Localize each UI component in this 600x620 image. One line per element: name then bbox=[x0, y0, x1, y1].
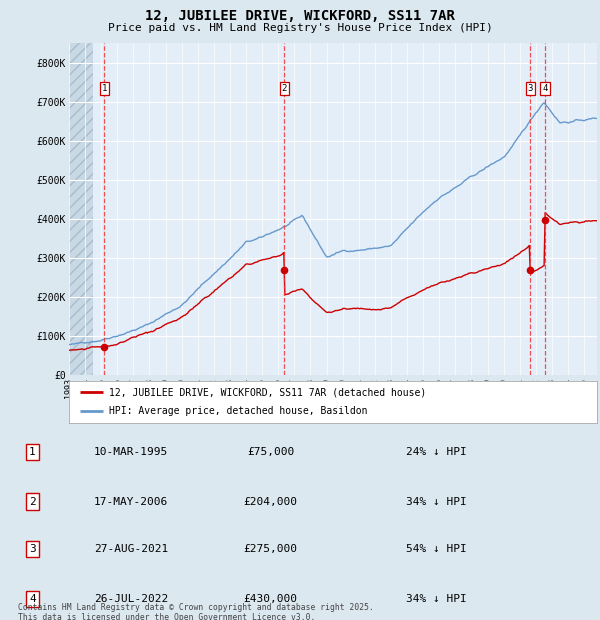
Text: 10-MAR-1995: 10-MAR-1995 bbox=[94, 447, 169, 457]
Text: £204,000: £204,000 bbox=[244, 497, 298, 507]
Text: 12, JUBILEE DRIVE, WICKFORD, SS11 7AR (detached house): 12, JUBILEE DRIVE, WICKFORD, SS11 7AR (d… bbox=[109, 387, 426, 397]
Text: 2: 2 bbox=[29, 497, 36, 507]
Text: 12, JUBILEE DRIVE, WICKFORD, SS11 7AR: 12, JUBILEE DRIVE, WICKFORD, SS11 7AR bbox=[145, 9, 455, 24]
Text: Contains HM Land Registry data © Crown copyright and database right 2025.: Contains HM Land Registry data © Crown c… bbox=[18, 603, 374, 612]
Text: 4: 4 bbox=[29, 594, 36, 604]
Text: HPI: Average price, detached house, Basildon: HPI: Average price, detached house, Basi… bbox=[109, 407, 367, 417]
Text: £430,000: £430,000 bbox=[244, 594, 298, 604]
Bar bbox=[69, 43, 93, 375]
Text: 1: 1 bbox=[101, 84, 107, 92]
Text: 34% ↓ HPI: 34% ↓ HPI bbox=[406, 497, 467, 507]
Text: 24% ↓ HPI: 24% ↓ HPI bbox=[406, 447, 467, 457]
Text: £275,000: £275,000 bbox=[244, 544, 298, 554]
Text: 34% ↓ HPI: 34% ↓ HPI bbox=[406, 594, 467, 604]
Text: 26-JUL-2022: 26-JUL-2022 bbox=[94, 594, 169, 604]
Text: 3: 3 bbox=[527, 84, 533, 92]
Text: 2: 2 bbox=[281, 84, 287, 92]
Text: 27-AUG-2021: 27-AUG-2021 bbox=[94, 544, 169, 554]
Text: 3: 3 bbox=[29, 544, 36, 554]
Text: 17-MAY-2006: 17-MAY-2006 bbox=[94, 497, 169, 507]
Text: 54% ↓ HPI: 54% ↓ HPI bbox=[406, 544, 467, 554]
Text: 4: 4 bbox=[542, 84, 548, 92]
Text: 1: 1 bbox=[29, 447, 36, 457]
Text: £75,000: £75,000 bbox=[247, 447, 294, 457]
Text: Price paid vs. HM Land Registry's House Price Index (HPI): Price paid vs. HM Land Registry's House … bbox=[107, 23, 493, 33]
Text: This data is licensed under the Open Government Licence v3.0.: This data is licensed under the Open Gov… bbox=[18, 613, 316, 620]
